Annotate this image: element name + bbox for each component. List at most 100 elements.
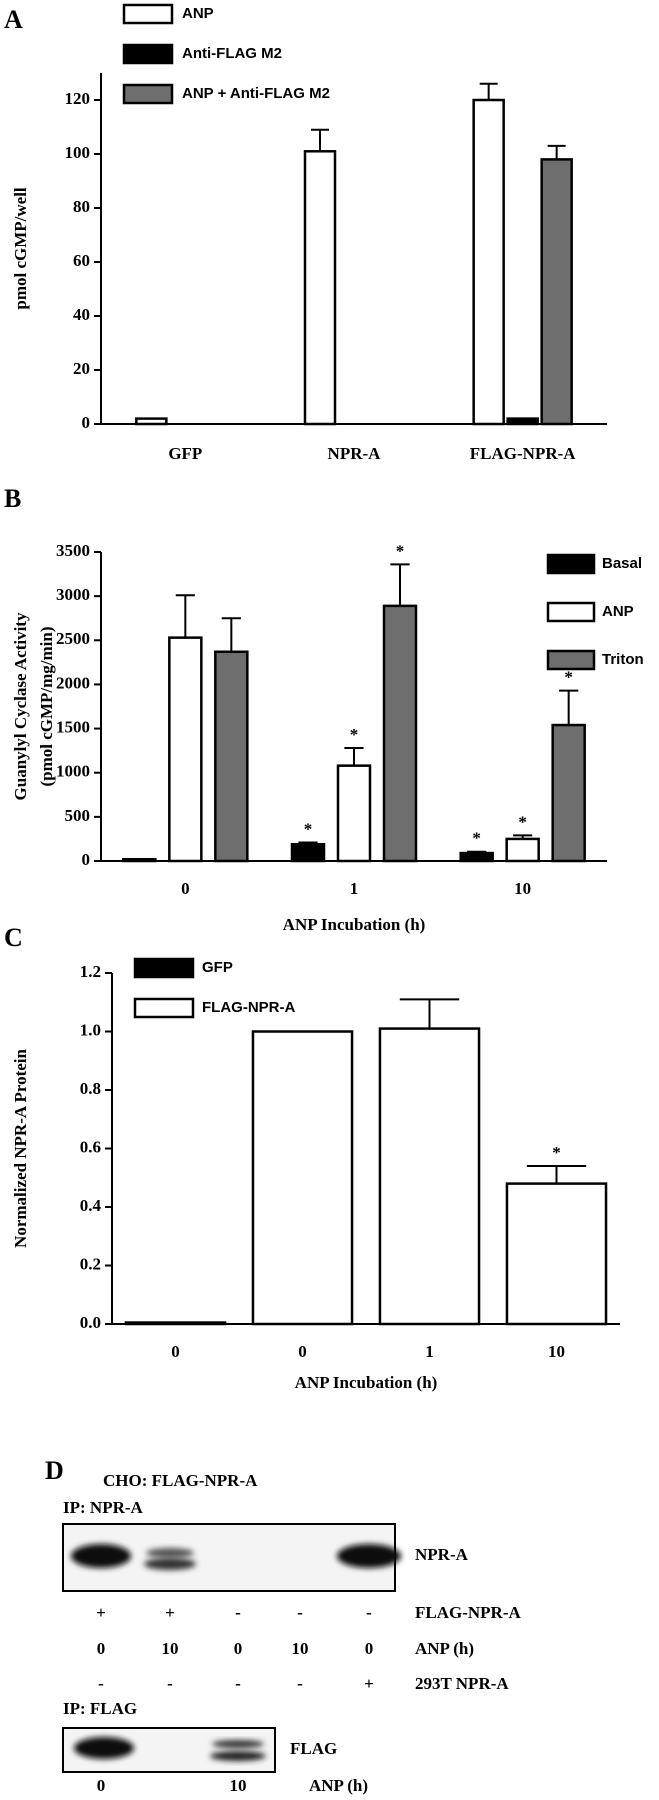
x-tick-label: 0 bbox=[181, 879, 190, 898]
legend-label: ANP + Anti-FLAG M2 bbox=[182, 85, 330, 102]
bar bbox=[459, 851, 494, 863]
legend-label: Basal bbox=[602, 555, 642, 572]
legend-swatch bbox=[546, 553, 596, 575]
legend-swatch bbox=[122, 3, 174, 25]
lane-cell: - bbox=[98, 1674, 104, 1693]
bar bbox=[135, 417, 168, 426]
lane-cell: 0 bbox=[97, 1776, 106, 1795]
lane-cell: 0 bbox=[234, 1639, 243, 1658]
y-tick-label: 40 bbox=[73, 305, 90, 324]
legend-label: FLAG-NPR-A bbox=[202, 999, 295, 1016]
bar bbox=[551, 723, 586, 863]
row-label: ANP (h) bbox=[415, 1639, 474, 1658]
panel-letter: B bbox=[4, 484, 21, 513]
lane-cell: - bbox=[167, 1674, 173, 1693]
y-tick-label: 0.2 bbox=[80, 1254, 101, 1273]
y-axis-label: Normalized NPR-A Protein bbox=[11, 1048, 30, 1247]
band-label: NPR-A bbox=[415, 1545, 469, 1564]
significance-label: * bbox=[552, 1143, 561, 1162]
blot-title: CHO: FLAG-NPR-A bbox=[103, 1471, 258, 1490]
lane-cell: - bbox=[235, 1674, 241, 1693]
y-tick-label: 100 bbox=[65, 143, 91, 162]
legend-swatch bbox=[133, 997, 195, 1019]
significance-label: * bbox=[396, 541, 405, 560]
y-axis-label: pmol cGMP/well bbox=[11, 187, 30, 310]
y-tick-label: 1.2 bbox=[80, 962, 101, 981]
y-tick-label: 0.4 bbox=[80, 1196, 102, 1215]
blot-lower bbox=[62, 1727, 276, 1773]
significance-label: * bbox=[472, 829, 481, 848]
bar bbox=[336, 764, 372, 863]
ip-label: IP: NPR-A bbox=[63, 1498, 144, 1517]
lane-cell: + bbox=[96, 1603, 106, 1622]
row-label: 293T NPR-A bbox=[415, 1674, 509, 1693]
lane-cell: - bbox=[297, 1603, 303, 1622]
significance-label: * bbox=[564, 668, 573, 687]
y-tick-label: 120 bbox=[65, 89, 91, 108]
x-tick-label: 10 bbox=[548, 1342, 565, 1361]
y-tick-label: 0.8 bbox=[80, 1079, 101, 1098]
x-tick-label: NPR-A bbox=[328, 444, 382, 463]
lane-cell: 10 bbox=[230, 1776, 247, 1795]
lane-cell: 10 bbox=[162, 1639, 179, 1658]
y-tick-label: 3000 bbox=[56, 585, 90, 604]
y-tick-label: 60 bbox=[73, 251, 90, 270]
blot-upper bbox=[62, 1523, 401, 1592]
y-axis-label: Guanylyl Cyclase Activity bbox=[11, 612, 30, 800]
lane-cell: 0 bbox=[97, 1639, 106, 1658]
lane-cell: + bbox=[165, 1603, 175, 1622]
panel-letter: C bbox=[4, 923, 23, 952]
lane-cell: - bbox=[297, 1674, 303, 1693]
y-tick-label: 1.0 bbox=[80, 1020, 101, 1039]
legend-label: GFP bbox=[202, 959, 233, 976]
legend-label: ANP bbox=[602, 603, 634, 620]
legend-swatch bbox=[122, 83, 174, 105]
y-tick-label: 500 bbox=[65, 806, 91, 825]
legend-label: Anti-FLAG M2 bbox=[182, 45, 282, 62]
significance-label: * bbox=[350, 725, 359, 744]
bar bbox=[303, 150, 337, 426]
y-tick-label: 0 bbox=[82, 850, 91, 869]
bar bbox=[540, 158, 573, 426]
x-tick-label: 0 bbox=[171, 1342, 180, 1361]
lane-cell: - bbox=[235, 1603, 241, 1622]
legend-swatch bbox=[133, 957, 195, 979]
x-tick-label: GFP bbox=[168, 444, 202, 463]
significance-label: * bbox=[518, 812, 527, 831]
bar bbox=[472, 98, 505, 426]
panel-letter: D bbox=[45, 1456, 64, 1485]
legend-swatch bbox=[122, 43, 174, 65]
bar bbox=[124, 1321, 227, 1326]
significance-label: * bbox=[304, 819, 313, 838]
x-tick-label: 10 bbox=[514, 879, 531, 898]
legend-swatch bbox=[546, 601, 596, 623]
y-tick-label: 2000 bbox=[56, 673, 90, 692]
row-label: FLAG-NPR-A bbox=[415, 1603, 521, 1622]
bar bbox=[505, 837, 540, 863]
bar bbox=[290, 842, 326, 863]
y-tick-label: 0.6 bbox=[80, 1137, 101, 1156]
legend-label: Triton bbox=[602, 651, 644, 668]
x-axis-label: ANP Incubation (h) bbox=[295, 1373, 438, 1392]
ip-label: IP: FLAG bbox=[63, 1699, 137, 1718]
panel-letter: A bbox=[4, 5, 23, 34]
x-tick-label: 1 bbox=[425, 1342, 434, 1361]
bar bbox=[506, 417, 539, 426]
bar bbox=[505, 1182, 608, 1326]
y-tick-label: 20 bbox=[73, 359, 90, 378]
bar bbox=[122, 857, 157, 863]
lane-cell: 0 bbox=[365, 1639, 374, 1658]
y-tick-label: 1000 bbox=[56, 762, 90, 781]
y-axis-label: (pmol cGMP/mg/min) bbox=[37, 626, 56, 786]
lane-cell: - bbox=[366, 1603, 372, 1622]
y-tick-label: 3500 bbox=[56, 541, 90, 560]
legend-label: ANP bbox=[182, 5, 214, 22]
y-tick-label: 0 bbox=[82, 413, 91, 432]
y-tick-label: 80 bbox=[73, 197, 90, 216]
x-tick-label: FLAG-NPR-A bbox=[470, 444, 576, 463]
row-label: ANP (h) bbox=[309, 1776, 368, 1795]
x-axis-label: ANP Incubation (h) bbox=[283, 915, 426, 934]
y-tick-label: 2500 bbox=[56, 629, 90, 648]
bar bbox=[378, 1027, 481, 1326]
band-label: FLAG bbox=[290, 1739, 337, 1758]
